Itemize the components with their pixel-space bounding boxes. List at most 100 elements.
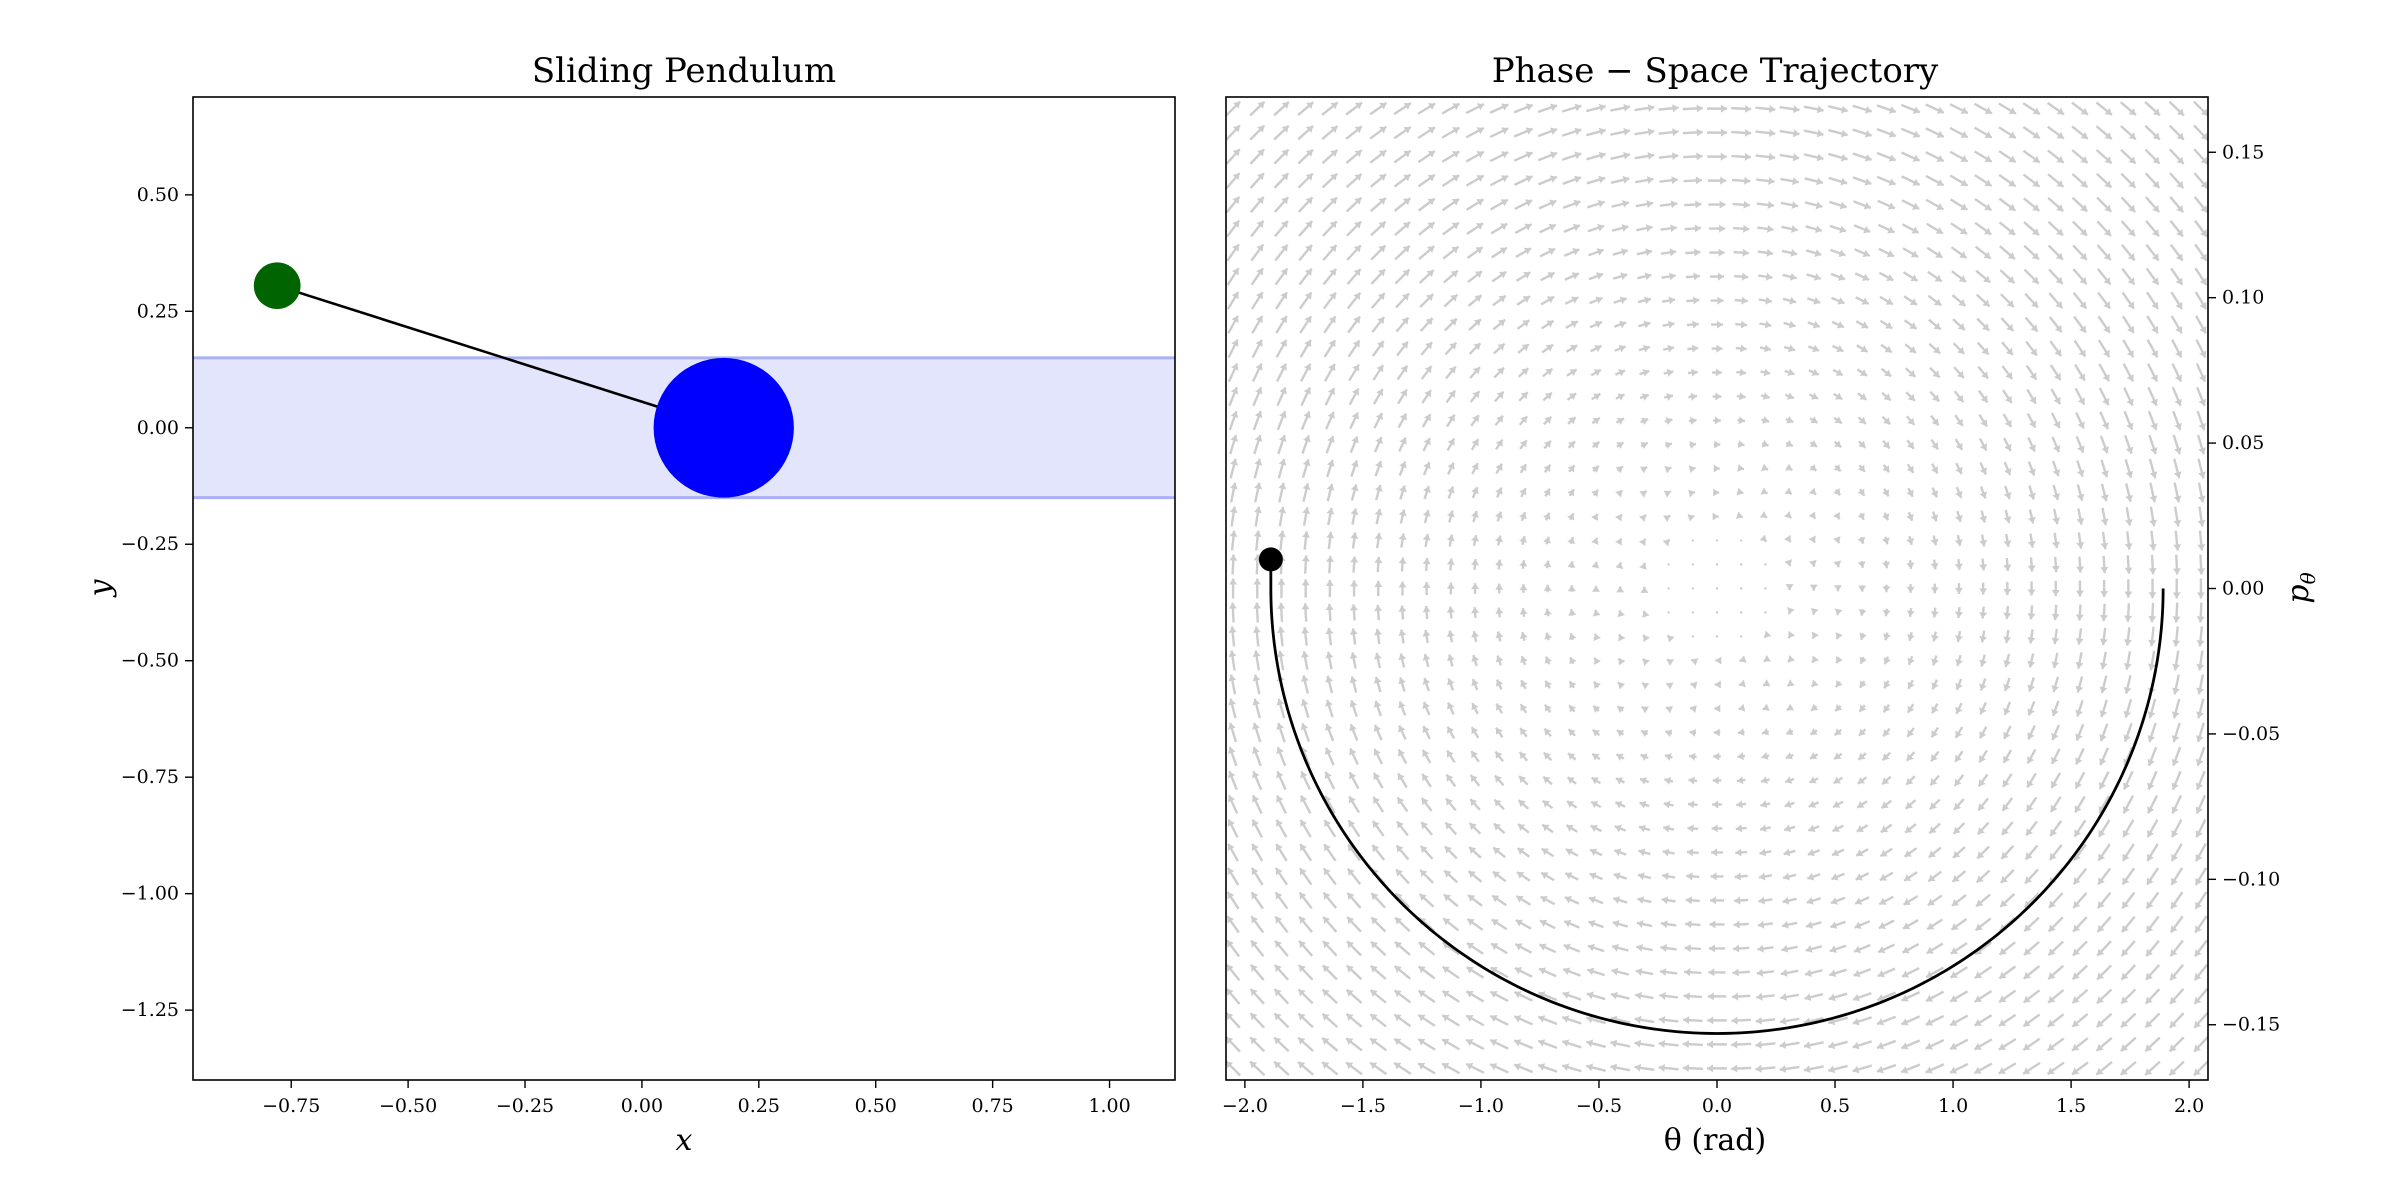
vector-field-arrow [1563, 919, 1580, 929]
vector-field-arrow [1227, 794, 1239, 815]
vector-field-arrow [2071, 988, 2089, 1004]
vector-field-arrow [1759, 320, 1772, 329]
vector-field-arrow [1709, 248, 1725, 257]
pendulum-y-tick-label: −1.25 [121, 999, 179, 1021]
vector-field-arrow [2052, 532, 2060, 549]
vector-field-arrow [1712, 800, 1722, 809]
vector-field-arrow [1471, 558, 1479, 571]
vector-field-arrow [1852, 1016, 1873, 1026]
vector-field-arrow [1373, 652, 1382, 669]
pendulum-y-tick-label: 0.00 [137, 417, 179, 439]
vector-field-arrow [1930, 583, 1939, 594]
vector-field-arrow [1568, 704, 1577, 713]
vector-field-arrow [1589, 848, 1603, 857]
vector-field-arrow [1714, 704, 1721, 713]
vector-field-arrow [1371, 844, 1386, 861]
vector-field-arrow [1615, 417, 1625, 425]
vector-field-arrow [1739, 611, 1743, 614]
vector-field-arrow [1834, 704, 1843, 713]
vector-field-arrow [1250, 915, 1265, 934]
vector-field-arrow [1468, 318, 1482, 331]
vector-field-arrow [1489, 1039, 1509, 1050]
vector-field-arrow [1495, 607, 1504, 618]
vector-field-arrow [2169, 988, 2185, 1005]
vector-field-arrow [2022, 125, 2041, 140]
vector-field-arrow [1856, 368, 1868, 377]
vector-field-arrow [1447, 462, 1455, 475]
vector-field-arrow [1876, 1063, 1897, 1074]
vector-field-arrow [2002, 389, 2013, 404]
vector-field-arrow [2171, 819, 2183, 838]
vector-field-arrow [1979, 510, 1988, 523]
vector-field-arrow [1714, 680, 1721, 689]
vector-field-arrow [1537, 1015, 1558, 1026]
vector-field-arrow [2024, 292, 2039, 309]
vector-field-arrow [2122, 795, 2135, 814]
vector-field-arrow [1665, 705, 1673, 714]
vector-field-arrow [1731, 152, 1751, 161]
vector-field-arrow [1684, 224, 1701, 233]
vector-field-arrow [1930, 487, 1939, 498]
vector-field-arrow [1591, 392, 1601, 401]
vector-field-arrow [1229, 554, 1238, 575]
vector-field-arrow [2003, 701, 2012, 716]
vector-field-arrow [2146, 363, 2159, 383]
vector-field-arrow [2046, 101, 2065, 116]
vector-field-arrow [1833, 536, 1841, 544]
vector-field-arrow [1394, 244, 1411, 261]
vector-field-arrow [1976, 821, 1990, 836]
vector-field-arrow [1226, 963, 1241, 981]
vector-field-arrow [1540, 295, 1555, 306]
vector-field-arrow [1757, 920, 1774, 929]
vector-field-arrow [1954, 414, 1964, 427]
vector-field-arrow [1809, 752, 1819, 760]
vector-field-arrow [1931, 463, 1939, 474]
vector-field-arrow [1324, 771, 1336, 790]
vector-field-arrow [2120, 1036, 2137, 1052]
vector-field-arrow [1613, 848, 1627, 857]
vector-field-arrow [1227, 746, 1238, 767]
vector-field-arrow [1591, 537, 1599, 545]
vector-field-arrow [2148, 530, 2157, 551]
vector-field-arrow [1422, 557, 1431, 572]
vector-field-arrow [2193, 100, 2208, 117]
vector-field-arrow [1881, 391, 1892, 402]
vector-field-arrow [1755, 105, 1776, 114]
vector-field-arrow [1441, 126, 1461, 139]
vector-field-arrow [1615, 537, 1623, 546]
vector-field-arrow [1417, 102, 1436, 115]
vector-field-arrow [1446, 749, 1456, 764]
vector-field-arrow [1835, 632, 1843, 640]
vector-field-arrow [2075, 699, 2084, 717]
vector-field-arrow [1878, 271, 1894, 282]
vector-field-arrow [1758, 896, 1773, 905]
vector-field-arrow [2124, 603, 2133, 622]
vector-field-arrow [1446, 558, 1455, 571]
vector-field-arrow [2144, 1012, 2161, 1029]
vector-field-arrow [1249, 1060, 1266, 1077]
vector-field-arrow [1617, 681, 1626, 690]
vector-field-arrow [2147, 770, 2158, 791]
vector-field-arrow [2120, 988, 2137, 1005]
vector-field-arrow [2003, 582, 2012, 595]
vector-field-arrow [1907, 631, 1915, 642]
vector-field-arrow [2124, 579, 2133, 598]
vector-field-arrow [1226, 148, 1241, 165]
vector-field-arrow [1762, 703, 1770, 712]
vector-field-arrow [1683, 1016, 1703, 1025]
vector-field-arrow [1466, 942, 1484, 955]
vector-field-arrow [1755, 1016, 1776, 1025]
vector-field-arrow [1442, 221, 1460, 236]
vector-field-arrow [2146, 843, 2159, 862]
vector-field-arrow [1396, 364, 1409, 381]
vector-field-arrow [1613, 320, 1627, 329]
vector-field-arrow [1855, 848, 1869, 857]
vector-field-arrow [1252, 746, 1262, 767]
vector-field-arrow [1561, 151, 1582, 161]
vector-field-arrow [1369, 101, 1388, 116]
vector-field-arrow [1471, 606, 1480, 619]
vector-field-arrow [1277, 458, 1287, 479]
vector-field-arrow [1883, 656, 1891, 665]
vector-field-arrow [1731, 1040, 1752, 1049]
vector-field-arrow [1254, 482, 1263, 503]
